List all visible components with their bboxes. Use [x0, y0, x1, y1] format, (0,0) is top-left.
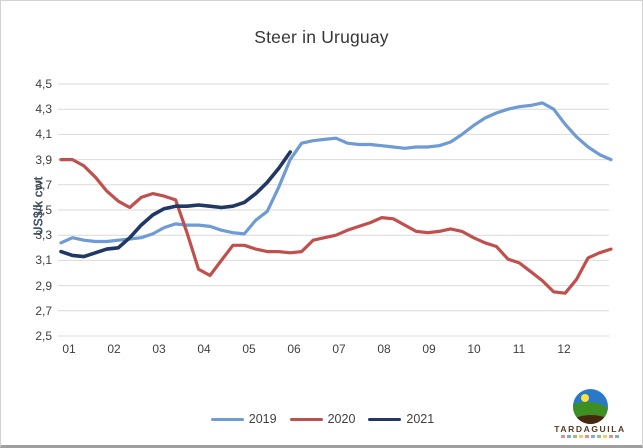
logo-subtext-row: [552, 435, 628, 438]
y-tick-label: 4,1: [35, 127, 52, 142]
logo-subtext-mark: [597, 435, 601, 438]
legend-item-2020: 2020: [289, 412, 356, 426]
logo-subtext-mark: [591, 435, 595, 438]
x-tick-label: 10: [467, 342, 481, 356]
y-tick-label: 3,9: [35, 152, 52, 167]
y-tick-label: 3,7: [35, 177, 52, 192]
y-tick-label: 4,3: [35, 102, 52, 117]
logo-text: TARDAGUILA: [554, 424, 626, 434]
legend-swatch: [210, 417, 244, 421]
x-tick-label: 01: [62, 342, 76, 356]
legend-label: 2019: [248, 412, 277, 426]
y-tick-label: 3,1: [35, 253, 52, 268]
legend-item-2019: 2019: [210, 412, 277, 426]
series-line-2021: [59, 150, 293, 259]
x-tick-label: 07: [332, 342, 346, 356]
legend-swatch: [368, 417, 402, 421]
logo-globe-icon: [573, 389, 608, 424]
y-tick-label: 2,9: [35, 278, 52, 293]
y-tick-label: 2,5: [35, 329, 52, 343]
tardaguila-logo: TARDAGUILA: [546, 387, 634, 443]
chart-title: Steer in Uruguay: [254, 27, 389, 47]
legend-label: 2020: [327, 412, 356, 426]
logo-base-icon: [573, 415, 608, 424]
logo-subtext-mark: [603, 435, 607, 438]
logo-subtext-mark: [561, 435, 565, 438]
x-tick-label: 02: [107, 342, 121, 356]
y-tick-label: 2,7: [35, 303, 52, 318]
logo-sun-icon: [581, 394, 589, 402]
x-tick-label: 09: [422, 342, 436, 356]
x-tick-label: 03: [152, 342, 166, 356]
y-tick-label: 4,5: [35, 77, 52, 91]
x-tick-label: 06: [287, 342, 301, 356]
x-tick-label: 11: [512, 342, 526, 356]
logo-subtext-mark: [573, 435, 577, 438]
logo-subtext-mark: [579, 435, 583, 438]
series-line-2020: [59, 158, 613, 295]
legend-label: 2021: [406, 412, 435, 426]
legend-swatch: [289, 417, 323, 421]
logo-subtext-mark: [609, 435, 613, 438]
x-tick-label: 12: [557, 342, 571, 356]
y-tick-label: 3,5: [35, 203, 52, 217]
logo-subtext-mark: [585, 435, 589, 438]
series-line-2019: [59, 101, 613, 245]
x-tick-label: 08: [377, 342, 391, 356]
legend: 2019 2020 2021: [1, 412, 642, 426]
legend-item-2021: 2021: [368, 412, 434, 426]
x-tick-label: 05: [242, 342, 256, 356]
x-tick-label: 04: [197, 342, 211, 356]
y-tick-label: 3,3: [35, 228, 52, 243]
logo-subtext-mark: [567, 435, 571, 438]
logo-subtext-mark: [615, 435, 619, 438]
